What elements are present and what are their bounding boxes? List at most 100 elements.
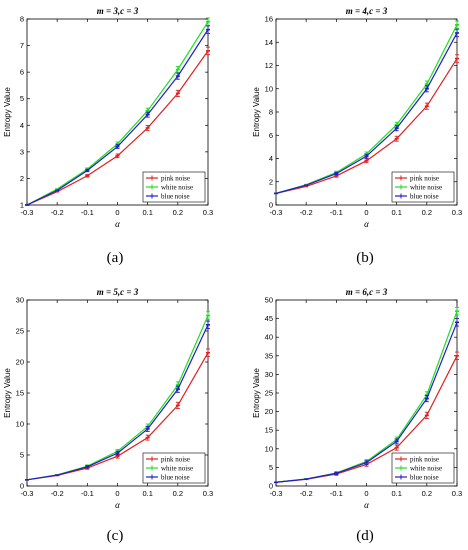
y-tick-label: 6 [20,68,24,77]
y-tick-label: 15 [16,389,24,398]
y-axis-label: Entropy Value [3,368,12,418]
x-tick-label: -0.2 [51,489,64,498]
series-line-blue-noise [275,32,458,194]
x-tick-label: 0 [115,208,119,217]
y-tick-label: 16 [265,15,273,24]
x-tick-label: -0.3 [21,489,34,498]
x-axis-label: α [364,219,369,229]
y-tick-label: 2 [269,177,273,186]
legend-entry: white noise [410,465,442,473]
y-tick-label: 50 [265,296,273,305]
x-tick-label: 0 [364,489,368,498]
y-tick-label: 20 [265,407,273,416]
y-tick-label: 14 [265,38,273,47]
y-tick-label: 12 [265,61,273,70]
chart-title: m = 6,c = 3 [346,287,388,297]
x-tick-label: 0.1 [142,489,152,498]
y-tick-label: 0 [20,482,24,491]
legend-entry: pink noise [410,175,439,183]
y-tick-label: 25 [16,327,24,336]
y-tick-label: 45 [265,314,273,323]
x-tick-label: 0.1 [391,489,401,498]
y-tick-label: 15 [265,426,273,435]
legend-entry: white noise [410,184,442,192]
y-tick-label: 3 [20,147,24,156]
series-line-white-noise [275,24,458,194]
legend-entry: blue noise [410,474,439,482]
chart-panel-1: m = 3,c = 3 -0.3 -0.2 -0.1 0 0.1 0.2 0.3 1 2 3 4 5 6 7… [3,6,213,266]
y-tick-label: 10 [265,444,273,453]
y-tick-label: 7 [20,41,24,50]
x-axis-label: α [364,500,369,510]
y-tick-label: 0 [269,482,273,491]
x-tick-label: 0.2 [173,489,183,498]
x-axis-label: α [115,219,120,229]
x-tick-label: 0.3 [452,489,462,498]
panel-tag: (b) [356,250,374,266]
chart-title: m = 4,c = 3 [346,6,388,16]
y-tick-label: 0 [269,201,273,210]
y-tick-label: 10 [16,420,24,429]
legend-entry: blue noise [161,193,190,201]
x-tick-label: 0.2 [422,208,432,217]
x-tick-label: -0.2 [300,489,313,498]
chart-panel-3: m = 5,c = 3 -0.3 -0.2 -0.1 0 0.1 0.2 0.3 0 5 10 15 2… [3,287,213,544]
y-axis-label: Entropy Value [3,87,12,137]
panel-tag: (d) [356,528,374,544]
legend-entry: white noise [161,184,193,192]
legend-entry: pink noise [161,456,190,464]
panel-tag: (c) [107,528,124,544]
y-axis-label: Entropy Value [252,87,261,137]
y-axis-label: Entropy Value [252,368,261,418]
x-tick-label: 0.3 [203,208,213,217]
x-tick-label: 0 [364,208,368,217]
y-tick-label: 4 [269,154,273,163]
x-tick-label: 0.1 [142,208,152,217]
x-tick-label: 0.2 [422,489,432,498]
y-tick-label: 5 [20,451,24,460]
y-tick-label: 5 [20,94,24,103]
y-tick-label: 30 [16,296,24,305]
y-tick-label: 25 [265,389,273,398]
chart-panel-2: m = 4,c = 3 -0.3 -0.2 -0.1 0 0.1 0.2 0.3 0 2 4 6 8 10… [252,6,462,266]
chart-title: m = 3,c = 3 [97,6,139,16]
x-tick-label: -0.3 [270,208,283,217]
y-tick-label: 40 [265,333,273,342]
x-axis-label: α [115,500,120,510]
x-tick-label: -0.2 [51,208,64,217]
x-tick-label: 0.1 [391,208,401,217]
y-tick-label: 20 [16,358,24,367]
legend-entry: blue noise [410,193,439,201]
y-tick-label: 4 [20,121,24,130]
y-tick-label: 35 [265,351,273,360]
x-tick-label: -0.3 [21,208,34,217]
x-tick-label: -0.1 [81,208,94,217]
x-tick-label: 0 [115,489,119,498]
y-tick-label: 30 [265,370,273,379]
x-tick-label: -0.1 [330,208,343,217]
y-tick-label: 6 [269,131,273,140]
x-tick-label: 0.3 [452,208,462,217]
y-tick-label: 8 [20,15,24,24]
y-tick-label: 1 [20,201,24,210]
legend-entry: pink noise [161,175,190,183]
legend-entry: pink noise [410,456,439,464]
legend-entry: blue noise [161,474,190,482]
y-tick-label: 5 [269,463,273,472]
y-tick-label: 8 [269,108,273,117]
x-tick-label: -0.2 [300,208,313,217]
x-tick-label: 0.3 [203,489,213,498]
x-tick-label: -0.1 [330,489,343,498]
chart-title: m = 5,c = 3 [97,287,139,297]
x-tick-label: 0.2 [173,208,183,217]
chart-panel-4: m = 6,c = 3 -0.3 -0.2 -0.1 0 0.1 0.2 0.3 0 5 10 15 2… [252,287,462,544]
x-tick-label: -0.3 [270,489,283,498]
legend-entry: white noise [161,465,193,473]
y-tick-label: 2 [20,174,24,183]
y-tick-label: 10 [265,84,273,93]
